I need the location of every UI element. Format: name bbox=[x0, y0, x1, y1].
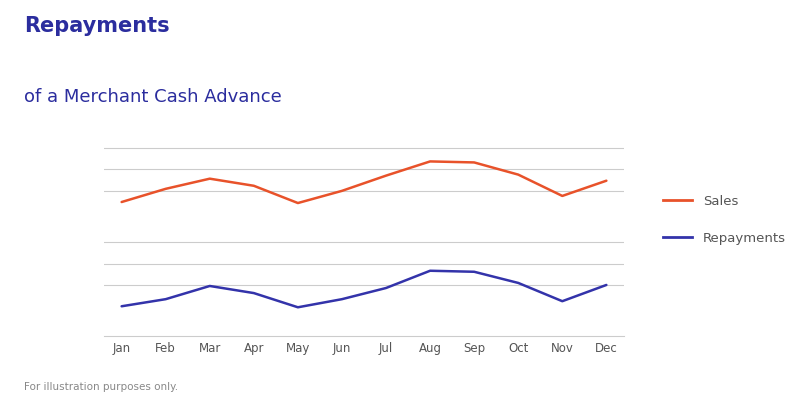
Text: For illustration purposes only.: For illustration purposes only. bbox=[24, 382, 178, 392]
Text: of a Merchant Cash Advance: of a Merchant Cash Advance bbox=[24, 88, 282, 106]
Text: Repayments: Repayments bbox=[24, 16, 170, 36]
Legend: Sales, Repayments: Sales, Repayments bbox=[657, 188, 792, 252]
